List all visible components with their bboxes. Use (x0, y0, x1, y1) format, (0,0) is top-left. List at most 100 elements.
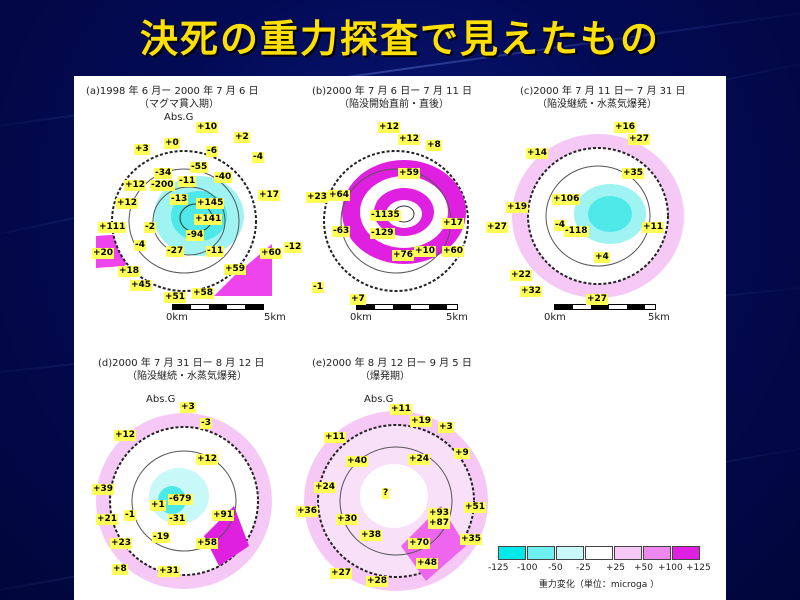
gravity-value-label: +35 (622, 168, 645, 179)
gravity-value-label: +51 (164, 292, 187, 303)
panel-b-subcaption: （陥没開始直前・直後） (339, 99, 449, 110)
gravity-figure: (a)1998 年 6 月ー 2000 年 7 月 6 日 （マグマ貫入期） A… (74, 76, 726, 600)
panel-e-caption: (e)2000 年 8 月 12 日ー 9 月 5 日 (312, 358, 472, 369)
anomaly-area (386, 200, 422, 228)
legend-swatch (498, 546, 526, 560)
panel-b-scalebar (356, 304, 458, 310)
gravity-value-label: +31 (158, 566, 181, 577)
gravity-value-label: +18 (118, 266, 141, 277)
gravity-value-label: +11 (642, 222, 665, 233)
gravity-value-label: -11 (206, 246, 225, 257)
legend-tick: -125 (488, 563, 509, 573)
gravity-value-label: +2 (234, 132, 250, 143)
gravity-value-label: +22 (510, 270, 533, 281)
panel-c-map (512, 134, 684, 298)
panel-a-scalebar (172, 304, 264, 310)
gravity-value-label: +3 (134, 144, 150, 155)
gravity-value-label: +24 (314, 482, 337, 493)
gravity-value-label: +60 (442, 246, 465, 257)
panel-a-caption: (a)1998 年 6 月ー 2000 年 7 月 6 日 (86, 86, 259, 97)
gravity-value-label: +19 (410, 416, 433, 427)
gravity-value-label: -3 (200, 418, 212, 429)
gravity-value-label: -1 (124, 510, 136, 521)
gravity-value-label: +12 (398, 134, 421, 145)
gravity-value-label: +59 (224, 264, 247, 275)
gravity-value-label: ? (382, 488, 390, 499)
gravity-value-label: +8 (426, 140, 442, 151)
gravity-value-label: +24 (408, 454, 431, 465)
gravity-value-label: +14 (526, 148, 549, 159)
gravity-value-label: +23 (306, 192, 329, 203)
gravity-value-label: +39 (92, 484, 115, 495)
gravity-value-label: +12 (114, 430, 137, 441)
gravity-value-label: +4 (594, 252, 610, 263)
legend-swatch (614, 546, 642, 560)
legend-tick: +50 (634, 563, 653, 573)
gravity-value-label: -19 (152, 532, 171, 543)
panel-d-caption: (d)2000 年 7 月 31 日ー 8 月 12 日 (98, 358, 265, 369)
legend-swatch (556, 546, 584, 560)
gravity-value-label: +1 (150, 500, 166, 511)
contour-line (131, 450, 237, 552)
panel-c-scale-end: 5km (648, 312, 670, 323)
gravity-value-label: +23 (110, 538, 133, 549)
gravity-value-label: +3 (438, 422, 454, 433)
panel-a-subcaption: （マグマ貫入期） (139, 99, 219, 110)
gravity-value-label: +106 (552, 194, 581, 205)
gravity-value-label: +111 (98, 222, 127, 233)
gravity-value-label: -1135 (370, 210, 401, 221)
panel-b-scale-end: 5km (446, 312, 468, 323)
gravity-value-label: +7 (350, 294, 366, 305)
gravity-value-label: -4 (554, 220, 566, 231)
contour-line (545, 165, 651, 267)
legend-tick: -100 (517, 563, 538, 573)
legend-tick: +125 (686, 563, 711, 573)
gravity-value-label: -129 (370, 228, 395, 239)
slide-title: 決死の重力探査で見えたもの (139, 17, 660, 61)
gravity-value-label: +60 (260, 248, 283, 259)
gravity-value-label: -34 (154, 168, 173, 179)
legend-tick: -25 (576, 563, 591, 573)
gravity-value-label: -31 (168, 514, 187, 525)
panel-d-subcaption: （陥没継続・水蒸気爆発） (127, 371, 247, 382)
panel-e-map (304, 411, 488, 591)
gravity-value-label: +3 (180, 402, 196, 413)
gravity-value-label: +70 (408, 538, 431, 549)
legend-caption: 重力変化（単位：microga ） (538, 580, 660, 590)
legend-tick: +25 (606, 563, 625, 573)
gravity-value-label: +38 (360, 530, 383, 541)
gravity-value-label: +141 (194, 214, 223, 225)
gravity-value-label: -12 (284, 242, 303, 253)
gravity-value-label: -6 (206, 146, 218, 157)
gravity-value-label: +76 (392, 250, 415, 261)
legend-swatch (585, 546, 613, 560)
panel-a-map (96, 150, 272, 296)
gravity-value-label: +10 (196, 122, 219, 133)
gravity-value-label: +35 (460, 534, 483, 545)
anomaly-area (360, 464, 428, 528)
gravity-value-label: +11 (390, 404, 413, 415)
legend-swatch (527, 546, 555, 560)
color-legend: -125 -100 -50 -25 +25 +50 +100 +125 重力変化… (488, 546, 711, 594)
gravity-value-label: +11 (324, 432, 347, 443)
panel-e-subcaption: （爆発期） (360, 371, 410, 382)
gravity-value-label: -4 (252, 152, 264, 163)
gravity-value-label: +8 (112, 564, 128, 575)
gravity-value-label: +64 (328, 190, 351, 201)
gravity-value-label: -200 (150, 180, 175, 191)
gravity-value-label: +48 (416, 558, 439, 569)
gravity-value-label: +12 (196, 454, 219, 465)
panel-b-caption: (b)2000 年 7 月 6 日ー 7 月 11 日 (312, 86, 473, 97)
gravity-value-label: -55 (190, 162, 209, 173)
gravity-value-label: +20 (92, 248, 115, 259)
contour-line (339, 446, 453, 556)
gravity-value-label: +12 (116, 198, 139, 209)
gravity-value-label: +145 (196, 198, 225, 209)
gravity-value-label: +27 (486, 222, 509, 233)
gravity-value-label: -27 (166, 246, 185, 257)
gravity-value-label: -40 (214, 172, 233, 183)
gravity-value-label: +9 (454, 448, 470, 459)
gravity-value-label: -679 (168, 494, 193, 505)
legend-tick: +100 (658, 563, 683, 573)
